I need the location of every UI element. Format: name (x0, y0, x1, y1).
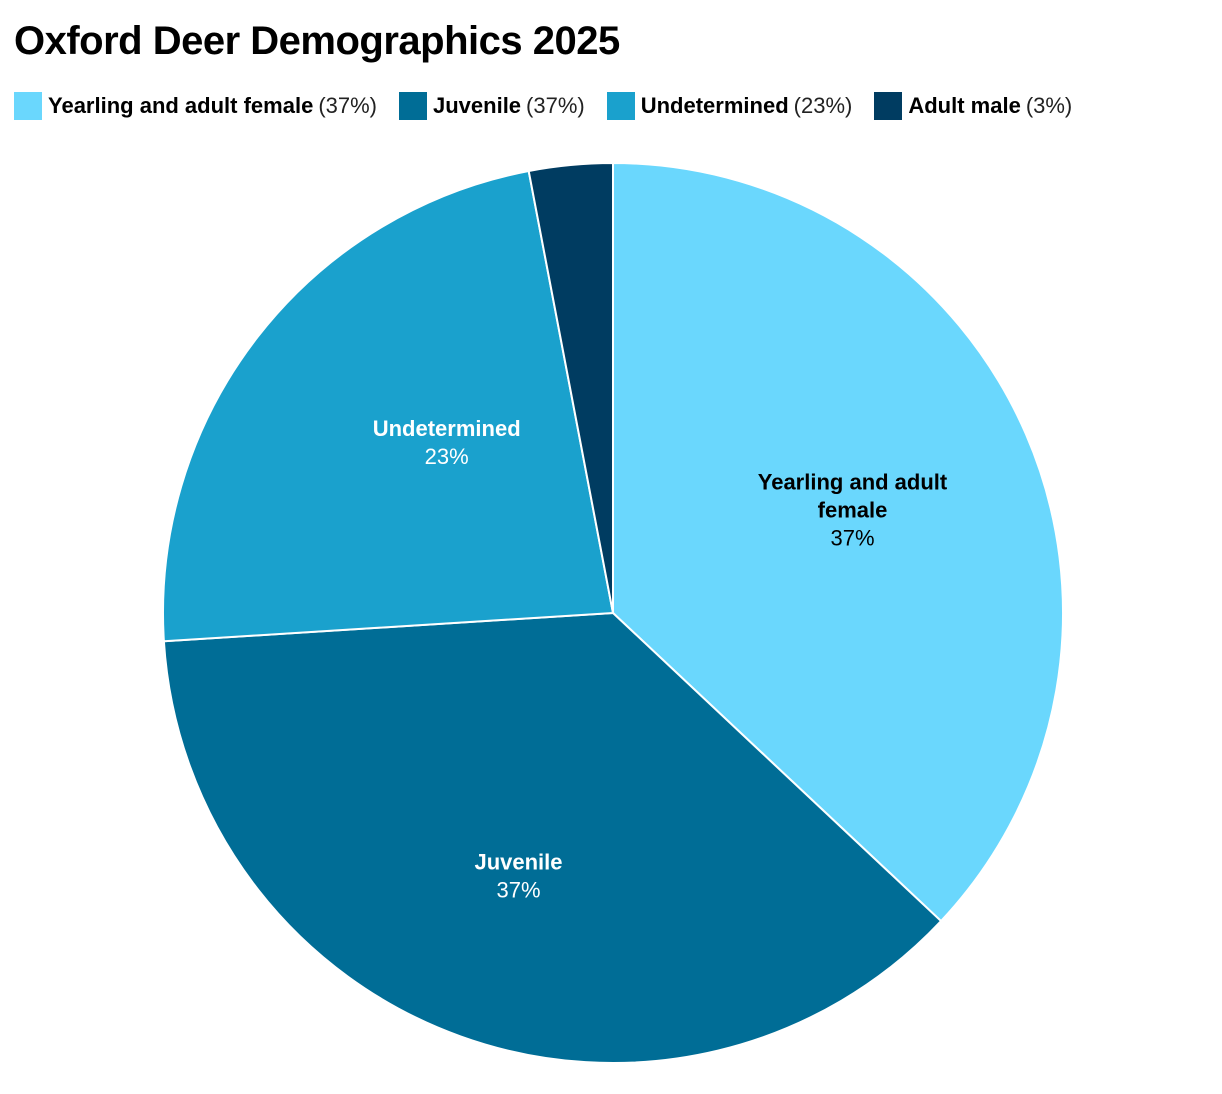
slice-name-label: Juvenile (474, 850, 562, 875)
slice-name-label: Undetermined (373, 416, 521, 441)
legend-item-juvenile: Juvenile (37%) (399, 91, 585, 121)
slice-percent-label: 37% (830, 525, 874, 550)
slice-label-undetermined: Undetermined 23% (373, 416, 521, 469)
legend-item-adult-male: Adult male (3%) (874, 91, 1072, 121)
legend-swatch (14, 92, 42, 120)
slice-name-label: female (818, 497, 888, 522)
slice-name-label: Yearling and adult (758, 469, 948, 494)
pie-slice-undetermined (162, 169, 614, 643)
pie-slice-adult-male (527, 162, 614, 614)
slice-label-yearling-and-adult-female: Yearling and adult female 37% (758, 469, 948, 550)
slice-percent-label: 23% (425, 444, 469, 469)
legend-label: Juvenile (433, 93, 522, 118)
slice-label-juvenile: Juvenile 37% (474, 850, 562, 903)
chart-legend: Yearling and adult female (37%) Juvenile… (14, 90, 1072, 122)
legend-label: Undetermined (640, 93, 789, 118)
slice-percent-label: 37% (496, 878, 540, 903)
legend-label: Adult male (908, 93, 1021, 118)
legend-swatch (399, 92, 427, 120)
pie-slice-yearling-and-adult-female (612, 162, 1064, 923)
legend-percent: (23%) (793, 93, 853, 118)
chart-title: Oxford Deer Demographics 2025 (14, 19, 620, 63)
legend-swatch (874, 92, 903, 120)
pie-slice-juvenile (162, 612, 943, 1065)
legend-percent: (37%) (318, 93, 377, 118)
legend-label: Yearling and adult female (48, 93, 314, 118)
legend-item-undetermined: Undetermined (23%) (606, 91, 853, 121)
legend-swatch (606, 92, 635, 120)
legend-percent: (3%) (1025, 93, 1073, 118)
legend-item-yearling-and-adult-female: Yearling and adult female (37%) (14, 91, 377, 121)
legend-percent: (37%) (526, 93, 585, 118)
